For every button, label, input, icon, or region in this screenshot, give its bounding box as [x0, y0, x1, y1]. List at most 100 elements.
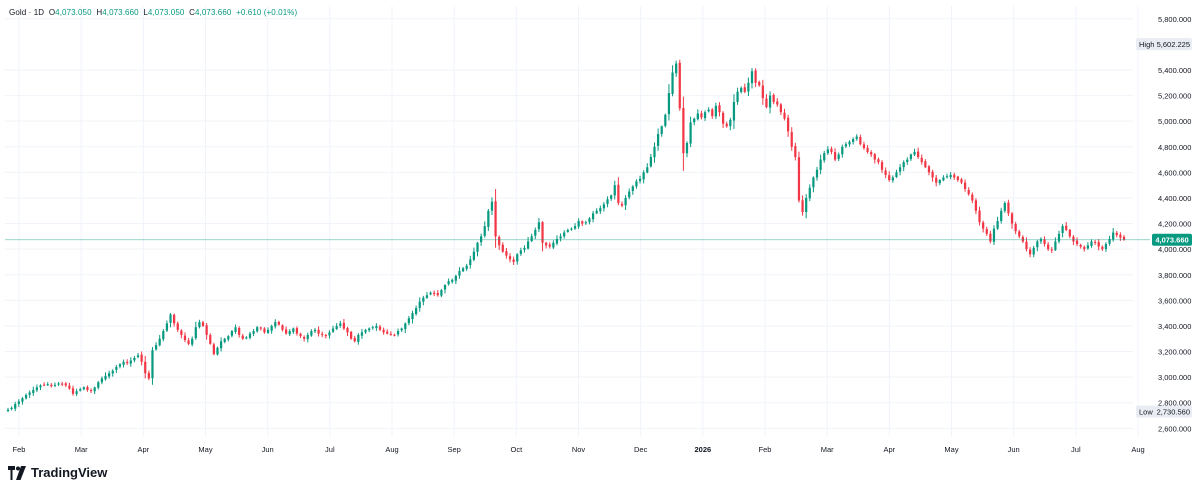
- candle-body: [498, 236, 501, 246]
- candle-body: [1101, 246, 1104, 250]
- candle-body: [1057, 233, 1061, 242]
- high-marker-tag: [1136, 38, 1192, 51]
- candle-body: [342, 322, 346, 329]
- candle-body: [472, 251, 476, 260]
- candle-body: [100, 378, 104, 383]
- candle-body: [1115, 232, 1118, 236]
- candle-body: [461, 268, 465, 272]
- candle-body: [248, 333, 252, 338]
- candle-body: [711, 109, 714, 117]
- candle-body: [1047, 244, 1050, 250]
- candle-body: [942, 177, 945, 181]
- candle-body: [75, 391, 78, 395]
- price-tick-label: 3,600.000: [1158, 296, 1191, 305]
- high-label: H: [96, 8, 103, 17]
- price-axis[interactable]: 2,600.000 2,800.000 3,000.000 3,200.000 3,40…: [1158, 15, 1191, 434]
- candle-body: [414, 308, 418, 314]
- candle-body: [884, 170, 887, 175]
- candle-body: [671, 72, 674, 94]
- candle-body: [288, 331, 291, 335]
- candle-body: [494, 201, 497, 237]
- candle-body: [530, 236, 533, 242]
- interval[interactable]: 1D: [33, 8, 45, 17]
- candle-body: [848, 141, 851, 145]
- tradingview-logo[interactable]: TradingView: [7, 465, 107, 480]
- candle-body: [815, 169, 819, 178]
- candle-body: [693, 118, 696, 123]
- candle-body: [219, 341, 223, 349]
- candle-body: [1119, 234, 1122, 238]
- candle-body: [935, 177, 938, 183]
- symbol-name[interactable]: Gold: [9, 8, 27, 17]
- candle-body: [1097, 242, 1100, 247]
- price-tick-label: 3,800.000: [1158, 271, 1191, 280]
- high-marker-value: 5,602.225: [1157, 40, 1190, 49]
- candle-body: [606, 199, 609, 204]
- time-tick-label: Jun: [262, 445, 274, 454]
- candle-body: [1028, 249, 1032, 255]
- time-tick-label: Apr: [137, 445, 149, 454]
- candle-body: [165, 323, 169, 331]
- price-tick-label: 2,600.000: [1158, 424, 1191, 433]
- candle-body: [14, 404, 17, 409]
- candle-body: [830, 148, 833, 152]
- candle-body: [689, 122, 692, 144]
- candle-body: [1032, 247, 1035, 255]
- candle-body: [346, 327, 349, 333]
- candle-body: [548, 244, 551, 247]
- low-value: 4,073.050: [147, 8, 185, 17]
- candle-body: [812, 177, 815, 188]
- candle-body: [118, 364, 122, 367]
- time-tick-label: Mar: [75, 445, 88, 454]
- candle-body: [823, 153, 826, 161]
- candle-body: [664, 114, 667, 126]
- candle-body: [545, 242, 548, 246]
- time-axis[interactable]: Feb Mar Apr May Jun Jul Aug Sep Oct Nov Dec 2026 Feb…: [13, 445, 1145, 454]
- candle-body: [476, 242, 479, 252]
- low-label: L: [143, 8, 148, 17]
- candle-body: [577, 221, 580, 227]
- candle-body: [992, 228, 996, 242]
- candle-body: [638, 178, 642, 182]
- candle-body: [1039, 238, 1043, 242]
- candle-body: [57, 383, 60, 385]
- candle-body: [371, 327, 374, 329]
- candle-body: [176, 323, 179, 330]
- candle-body: [960, 179, 963, 183]
- time-tick-label: Jul: [325, 445, 335, 454]
- price-tick-label: 2,800.000: [1158, 399, 1191, 408]
- candle-body: [1050, 249, 1053, 251]
- candle-body: [24, 395, 28, 399]
- candle-body: [256, 327, 259, 332]
- candle-body: [299, 333, 302, 337]
- candle-body: [1061, 226, 1064, 234]
- candle-body: [111, 370, 114, 374]
- candle-body: [852, 139, 855, 142]
- price-tick-label: 5,200.000: [1158, 92, 1191, 101]
- time-tick-label: Oct: [510, 445, 523, 454]
- high-marker-label: High: [1139, 40, 1154, 49]
- candle-body: [303, 336, 306, 339]
- candle-body: [357, 334, 360, 342]
- candle-body: [321, 333, 324, 335]
- candle-body: [433, 292, 436, 294]
- time-tick-label: Aug: [1131, 445, 1144, 454]
- candle-body: [1090, 241, 1093, 246]
- candle-body: [620, 203, 624, 206]
- candle-body: [411, 313, 414, 320]
- candle-body: [750, 71, 754, 84]
- candle-body: [996, 221, 999, 229]
- candle-body: [707, 109, 710, 112]
- candle-body: [270, 325, 273, 331]
- candle-body: [115, 366, 118, 370]
- candle-body: [50, 384, 53, 387]
- candle-body: [844, 144, 848, 147]
- candle-body: [913, 151, 916, 155]
- candle-body: [252, 331, 255, 334]
- candle-body: [82, 387, 85, 390]
- candle-body: [526, 241, 530, 249]
- candle-body: [776, 101, 779, 105]
- candle-body: [725, 123, 728, 127]
- candle-body: [469, 259, 472, 266]
